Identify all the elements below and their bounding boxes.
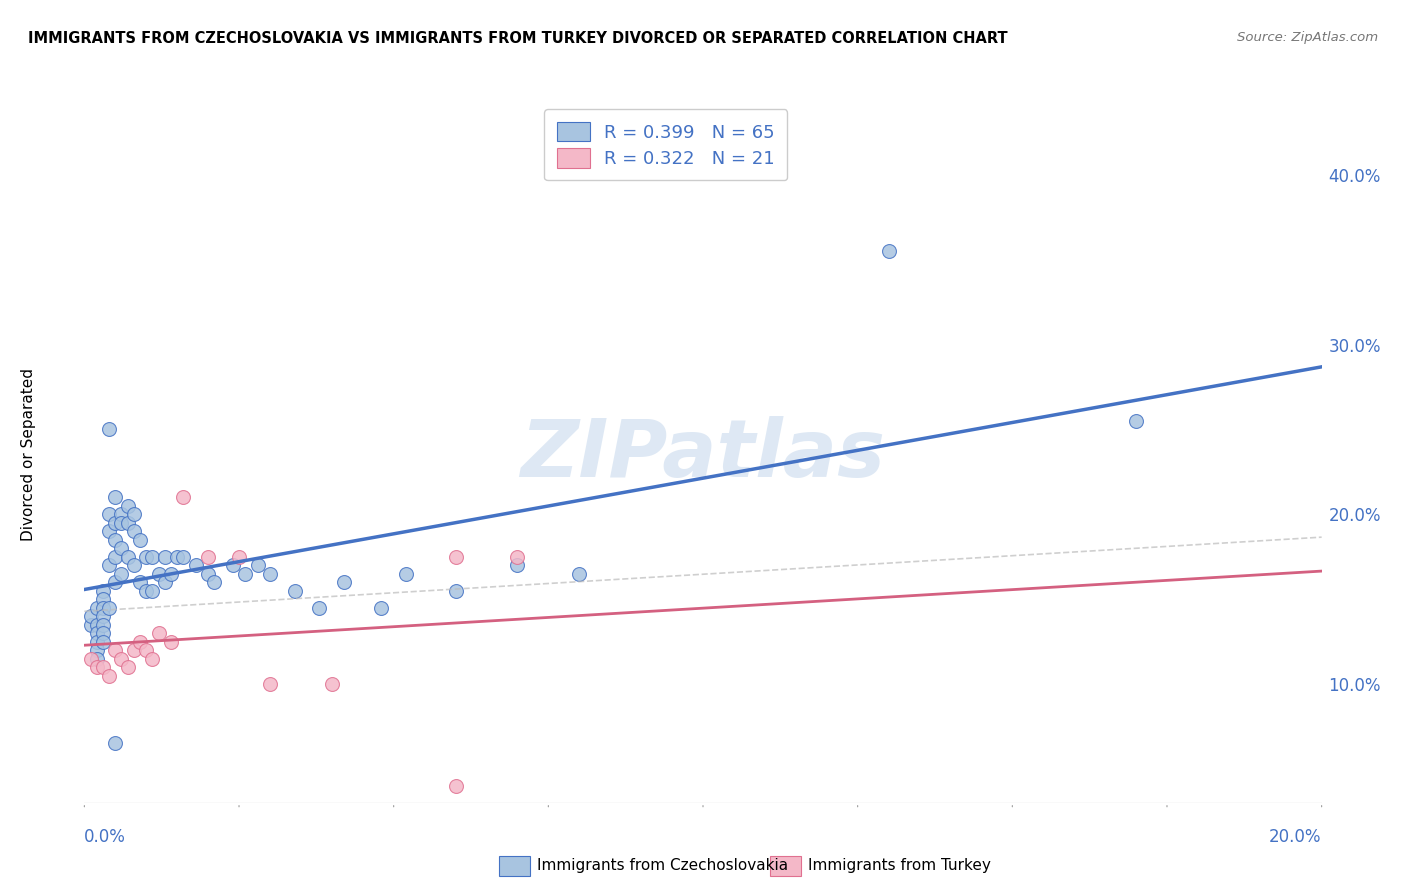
Point: [153, 575, 176, 590]
Point: [184, 558, 207, 573]
Point: [153, 549, 176, 564]
Text: Immigrants from Turkey: Immigrants from Turkey: [808, 858, 991, 872]
Point: [117, 499, 139, 513]
Point: [98, 422, 121, 436]
Point: [444, 583, 467, 598]
Point: [86, 626, 108, 640]
Point: [197, 549, 219, 564]
Point: [444, 549, 467, 564]
Point: [98, 558, 121, 573]
Point: [228, 549, 250, 564]
Point: [104, 549, 127, 564]
Point: [110, 541, 132, 556]
Point: [79, 609, 101, 624]
Point: [91, 617, 114, 632]
Point: [122, 508, 145, 522]
Point: [233, 566, 256, 581]
Point: [172, 491, 194, 505]
Text: Immigrants from Czechoslovakia: Immigrants from Czechoslovakia: [537, 858, 789, 872]
Point: [122, 524, 145, 539]
Point: [129, 634, 152, 648]
Point: [104, 533, 127, 547]
Point: [98, 600, 121, 615]
Point: [110, 566, 132, 581]
Point: [86, 617, 108, 632]
Point: [506, 549, 529, 564]
Point: [104, 516, 127, 530]
Point: [117, 549, 139, 564]
Point: [122, 643, 145, 657]
Point: [86, 660, 108, 674]
Point: [135, 643, 157, 657]
Point: [135, 583, 157, 598]
Point: [141, 583, 163, 598]
Point: [86, 651, 108, 665]
Point: [141, 549, 163, 564]
Point: [160, 634, 183, 648]
Text: Divorced or Separated: Divorced or Separated: [21, 368, 37, 541]
Point: [104, 736, 127, 750]
Point: [86, 634, 108, 648]
Point: [86, 643, 108, 657]
Point: [110, 651, 132, 665]
Point: [370, 600, 392, 615]
Point: [877, 244, 900, 259]
Point: [122, 558, 145, 573]
Point: [259, 566, 281, 581]
Point: [333, 575, 356, 590]
Point: [79, 651, 101, 665]
Point: [86, 600, 108, 615]
Point: [129, 533, 152, 547]
Point: [91, 583, 114, 598]
Point: [117, 516, 139, 530]
Point: [259, 677, 281, 691]
Text: Source: ZipAtlas.com: Source: ZipAtlas.com: [1237, 31, 1378, 45]
Text: 20.0%: 20.0%: [1270, 828, 1322, 846]
Text: 0.0%: 0.0%: [84, 828, 127, 846]
Point: [1125, 414, 1147, 428]
Point: [568, 566, 591, 581]
Point: [91, 626, 114, 640]
Text: IMMIGRANTS FROM CZECHOSLOVAKIA VS IMMIGRANTS FROM TURKEY DIVORCED OR SEPARATED C: IMMIGRANTS FROM CZECHOSLOVAKIA VS IMMIGR…: [28, 31, 1008, 46]
Point: [79, 617, 101, 632]
Point: [98, 524, 121, 539]
Point: [141, 651, 163, 665]
Point: [506, 558, 529, 573]
Point: [91, 634, 114, 648]
Point: [91, 592, 114, 607]
Point: [444, 779, 467, 793]
Point: [202, 575, 225, 590]
Point: [98, 668, 121, 682]
Point: [222, 558, 245, 573]
Point: [117, 660, 139, 674]
Point: [98, 508, 121, 522]
Point: [148, 626, 170, 640]
Point: [246, 558, 269, 573]
Text: ZIPatlas: ZIPatlas: [520, 416, 886, 494]
Point: [91, 660, 114, 674]
Point: [129, 575, 152, 590]
Point: [110, 516, 132, 530]
Point: [148, 566, 170, 581]
Point: [321, 677, 343, 691]
Point: [104, 491, 127, 505]
Point: [91, 600, 114, 615]
Point: [166, 549, 188, 564]
Point: [104, 643, 127, 657]
Point: [197, 566, 219, 581]
Point: [172, 549, 194, 564]
Point: [160, 566, 183, 581]
Legend: R = 0.399   N = 65, R = 0.322   N = 21: R = 0.399 N = 65, R = 0.322 N = 21: [544, 109, 787, 180]
Point: [395, 566, 418, 581]
Point: [91, 609, 114, 624]
Point: [110, 508, 132, 522]
Point: [135, 549, 157, 564]
Point: [284, 583, 307, 598]
Point: [104, 575, 127, 590]
Point: [308, 600, 330, 615]
